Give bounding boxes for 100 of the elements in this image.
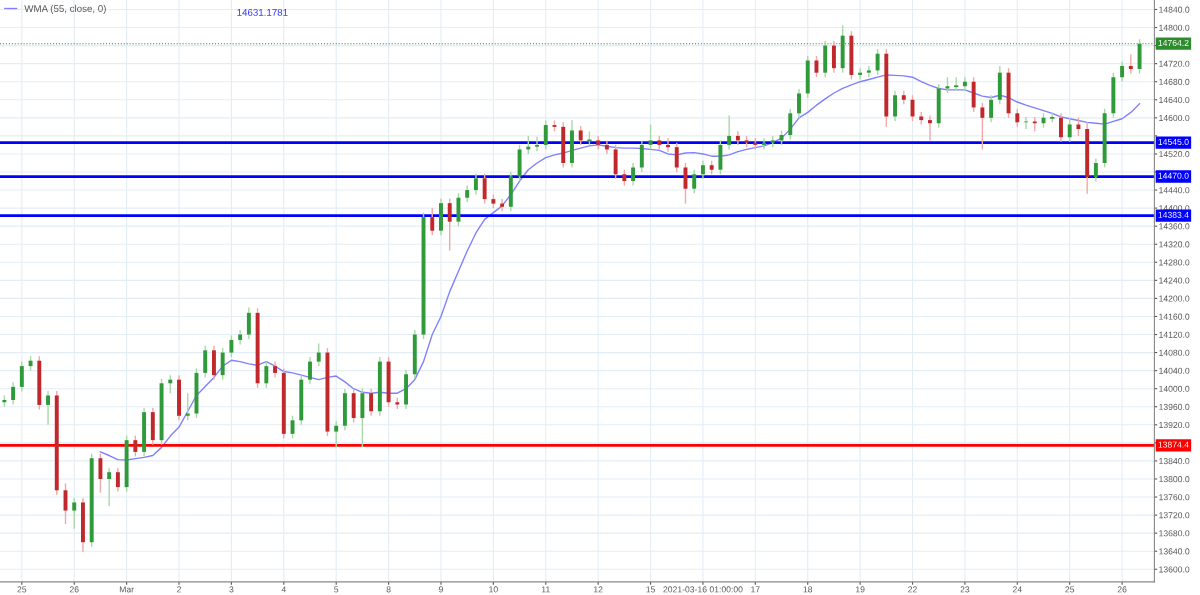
x-tick-label: 8 (386, 586, 391, 593)
x-tick-label: 24 (1012, 586, 1022, 593)
candlestick (831, 40, 836, 74)
y-tick-label: 13760.0 (1159, 494, 1190, 501)
candlestick (1093, 157, 1098, 183)
y-tick-label: 14320.0 (1159, 241, 1190, 248)
candlestick (482, 173, 487, 205)
candlestick (727, 114, 732, 151)
candlestick (980, 102, 985, 151)
y-tick-label: 13960.0 (1159, 403, 1190, 410)
candlestick (220, 347, 225, 381)
y-tick-label: 14840.0 (1159, 6, 1190, 13)
y-tick-label: 14520.0 (1159, 151, 1190, 158)
x-tick-label: 18 (803, 586, 813, 593)
x-tick-label: 19 (855, 586, 865, 593)
y-tick-label: 14240.0 (1159, 277, 1190, 284)
y-tick-label: 13680.0 (1159, 530, 1190, 537)
y-tick-label: 14440.0 (1159, 187, 1190, 194)
y-tick-label: 14200.0 (1159, 295, 1190, 302)
x-tick-label: 11 (541, 586, 550, 593)
candlestick (473, 173, 478, 196)
candlestick (674, 141, 679, 173)
candlestick (46, 390, 50, 426)
candlestick (1059, 112, 1063, 143)
x-tick-label: 23 (960, 586, 970, 593)
y-tick-label: 14600.0 (1159, 114, 1190, 122)
candlestick (893, 90, 898, 122)
candlestick (115, 466, 120, 493)
annotation: 14631.1781 (237, 8, 288, 16)
candlestick (866, 65, 871, 78)
candlestick (238, 329, 243, 346)
candlestick (229, 334, 234, 358)
x-tick-label: 5 (334, 586, 339, 593)
candlestick (456, 192, 461, 227)
candlestick (953, 76, 960, 92)
candlestick (133, 434, 138, 458)
line-series (99, 74, 1141, 461)
candlestick (1015, 108, 1020, 128)
candlestick (535, 136, 539, 152)
candlestick (788, 108, 793, 141)
x-tick-label: 22 (908, 586, 917, 593)
y-tick-label: 13920.0 (1159, 421, 1190, 429)
candlestick (1024, 116, 1028, 130)
candlestick (107, 466, 112, 507)
y-tick-label: 14280.0 (1159, 259, 1190, 266)
x-tick-label: 25 (1065, 586, 1075, 593)
candlestick (447, 197, 452, 252)
candlestick (1120, 60, 1125, 83)
candlestick (989, 94, 994, 124)
x-tick-label: 2 (177, 586, 181, 593)
candlestick (264, 360, 269, 389)
y-tick-label: 14000.0 (1159, 385, 1190, 392)
y-tick-label: 14640.0 (1159, 96, 1190, 103)
candlestick (430, 207, 435, 236)
y-tick-label: 14680.0 (1159, 78, 1190, 85)
x-tick-label: 25 (17, 586, 27, 593)
x-tick-label: 2021-03-16 01:00:00 (663, 586, 743, 593)
x-tick-label: 26 (1117, 586, 1127, 593)
x-tick-label: 12 (594, 586, 603, 593)
candlestick (72, 497, 77, 530)
candlestick (308, 356, 312, 385)
ref-line-label: 14545.0 (1158, 138, 1189, 145)
y-tick-label: 13840.0 (1159, 458, 1190, 465)
y-tick-label: 14360.0 (1159, 223, 1190, 230)
candlestick (1067, 117, 1072, 143)
x-tick-label: 4 (281, 586, 286, 593)
candlestick (639, 139, 644, 173)
ref-line-label: 13874.4 (1158, 441, 1189, 448)
candlestick (928, 114, 932, 142)
candlestick (578, 125, 583, 146)
candlestick (797, 88, 801, 119)
candlestick (500, 198, 505, 212)
candlestick (692, 169, 697, 194)
ref-line-label: 14764.2 (1158, 39, 1189, 47)
x-tick-label: 15 (646, 586, 655, 593)
y-tick-label: 13600.0 (1159, 566, 1190, 573)
y-tick-label: 14080.0 (1159, 349, 1190, 356)
y-tick-label: 13720.0 (1159, 512, 1190, 519)
candlestick (246, 306, 251, 340)
y-tick-label: 13640.0 (1159, 548, 1190, 555)
candlestick (334, 420, 339, 449)
x-tick-label: 9 (438, 586, 443, 593)
candlestick (369, 387, 374, 417)
y-tick-label: 14720.0 (1159, 60, 1190, 67)
y-tick-label: 14800.0 (1159, 24, 1190, 31)
candlestick (19, 360, 24, 393)
candlestick (875, 48, 880, 76)
ref-line-label: 14470.0 (1158, 172, 1189, 179)
candlestick (543, 119, 548, 151)
x-tick-label: Mar (119, 586, 134, 593)
x-tick-label: 10 (489, 586, 498, 593)
candlestick (648, 123, 653, 151)
candlestick (1128, 53, 1133, 75)
legend-label: WMA (55, close, 0) (24, 4, 106, 14)
candlestick (11, 381, 16, 406)
y-tick-label: 14120.0 (1159, 331, 1190, 338)
y-tick-label: 14160.0 (1159, 313, 1190, 320)
candlestick (814, 55, 819, 78)
candlestick (316, 342, 321, 367)
candlestick (203, 345, 208, 379)
